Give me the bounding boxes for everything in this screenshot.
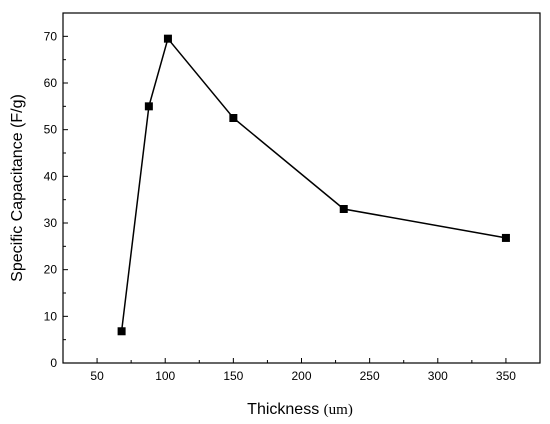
x-tick-label: 350 bbox=[496, 369, 516, 383]
x-axis-title-text: Thickness bbox=[247, 401, 319, 418]
x-axis-title: Thickness (um) bbox=[247, 401, 353, 418]
x-tick-label: 100 bbox=[155, 369, 175, 383]
x-tick-label: 50 bbox=[90, 369, 104, 383]
y-axis-title: Specific Capacitance (F/g) bbox=[9, 94, 26, 282]
data-point bbox=[229, 114, 238, 122]
data-markers bbox=[117, 34, 510, 336]
data-point bbox=[501, 233, 510, 242]
y-tick-label: 60 bbox=[44, 76, 58, 90]
x-axis-unit: (um) bbox=[324, 402, 353, 418]
y-tick-label: 30 bbox=[44, 216, 58, 230]
data-point bbox=[163, 34, 172, 43]
y-tick-label: 10 bbox=[44, 309, 58, 323]
x-tick-label: 200 bbox=[291, 369, 311, 383]
y-tick-label: 70 bbox=[44, 29, 58, 43]
y-tick-label: 20 bbox=[44, 263, 58, 277]
data-point bbox=[117, 327, 126, 336]
data-point bbox=[144, 102, 153, 111]
x-tick-label: 300 bbox=[428, 369, 448, 383]
y-tick-label: 0 bbox=[50, 356, 57, 370]
y-tick-label: 50 bbox=[44, 123, 58, 137]
x-tick-label: 150 bbox=[223, 369, 243, 383]
x-axis-ticks: 50 100 150 200 250 300 350 bbox=[90, 358, 516, 383]
x-tick-label: 250 bbox=[360, 369, 380, 383]
y-axis-ticks: 0 10 20 30 40 50 60 70 bbox=[44, 29, 68, 370]
plot-frame bbox=[62, 12, 541, 364]
y-tick-label: 40 bbox=[44, 169, 58, 183]
series-line bbox=[120, 37, 507, 332]
data-point bbox=[339, 205, 348, 213]
